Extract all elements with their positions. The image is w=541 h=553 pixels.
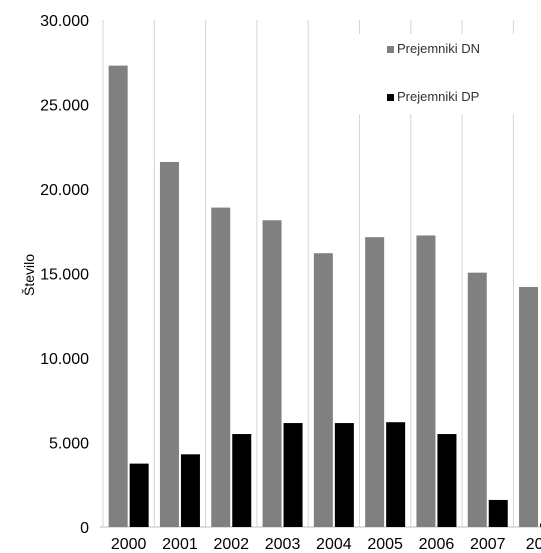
bars [108,65,541,528]
y-axis-ticks: 0 5.000 10.000 15.000 20.000 25.000 30.000 [40,13,89,537]
legend-label: Prejemniki DN [397,41,480,56]
legend-swatch [387,94,394,101]
x-tick-label: 2006 [419,536,455,553]
bar-prejemniki-dp [283,423,303,527]
bar-prejemniki-dn [313,253,333,527]
x-tick-label: 2003 [265,536,301,553]
bar-prejemniki-dp [386,422,406,527]
bar-prejemniki-dn [211,207,231,527]
x-tick-label: 2000 [111,536,147,553]
y-tick-label: 5.000 [49,436,89,453]
x-tick-label: 2004 [316,536,352,553]
bar-prejemniki-dn [467,272,487,527]
bar-prejemniki-dp [232,434,252,527]
legend-swatch [387,46,394,53]
y-tick-label: 25.000 [40,98,89,115]
bar-prejemniki-dn [416,235,436,527]
bar-prejemniki-dn [159,161,179,527]
bar-prejemniki-dn [262,220,282,527]
y-tick-label: 30.000 [40,13,89,30]
bar-prejemniki-dp [334,423,354,527]
bar-prejemniki-dn [519,287,539,527]
legend-label: Prejemniki DP [397,89,479,104]
bar-prejemniki-dn [108,65,128,527]
bar-prejemniki-dp [129,463,149,527]
x-tick-label: 2002 [213,536,249,553]
x-tick-label: 200 [526,536,541,553]
bar-prejemniki-dn [365,237,385,528]
x-tick-label: 2005 [367,536,403,553]
legend: Prejemniki DN Prejemniki DP [330,34,520,114]
x-tick-label: 2007 [470,536,506,553]
y-tick-label: 10.000 [40,351,89,368]
bar-prejemniki-dp [180,454,200,527]
bar-prejemniki-dp [437,434,457,527]
y-axis-title: Število [21,254,37,296]
x-axis-ticks: 2000 2001 2002 2003 2004 2005 2006 2007 200 [111,536,541,553]
y-tick-label: 20.000 [40,182,89,199]
y-tick-label: 0 [80,520,89,537]
y-tick-label: 15.000 [40,267,89,284]
legend-box [330,34,520,114]
bar-prejemniki-dp [488,499,508,527]
x-tick-label: 2001 [162,536,198,553]
